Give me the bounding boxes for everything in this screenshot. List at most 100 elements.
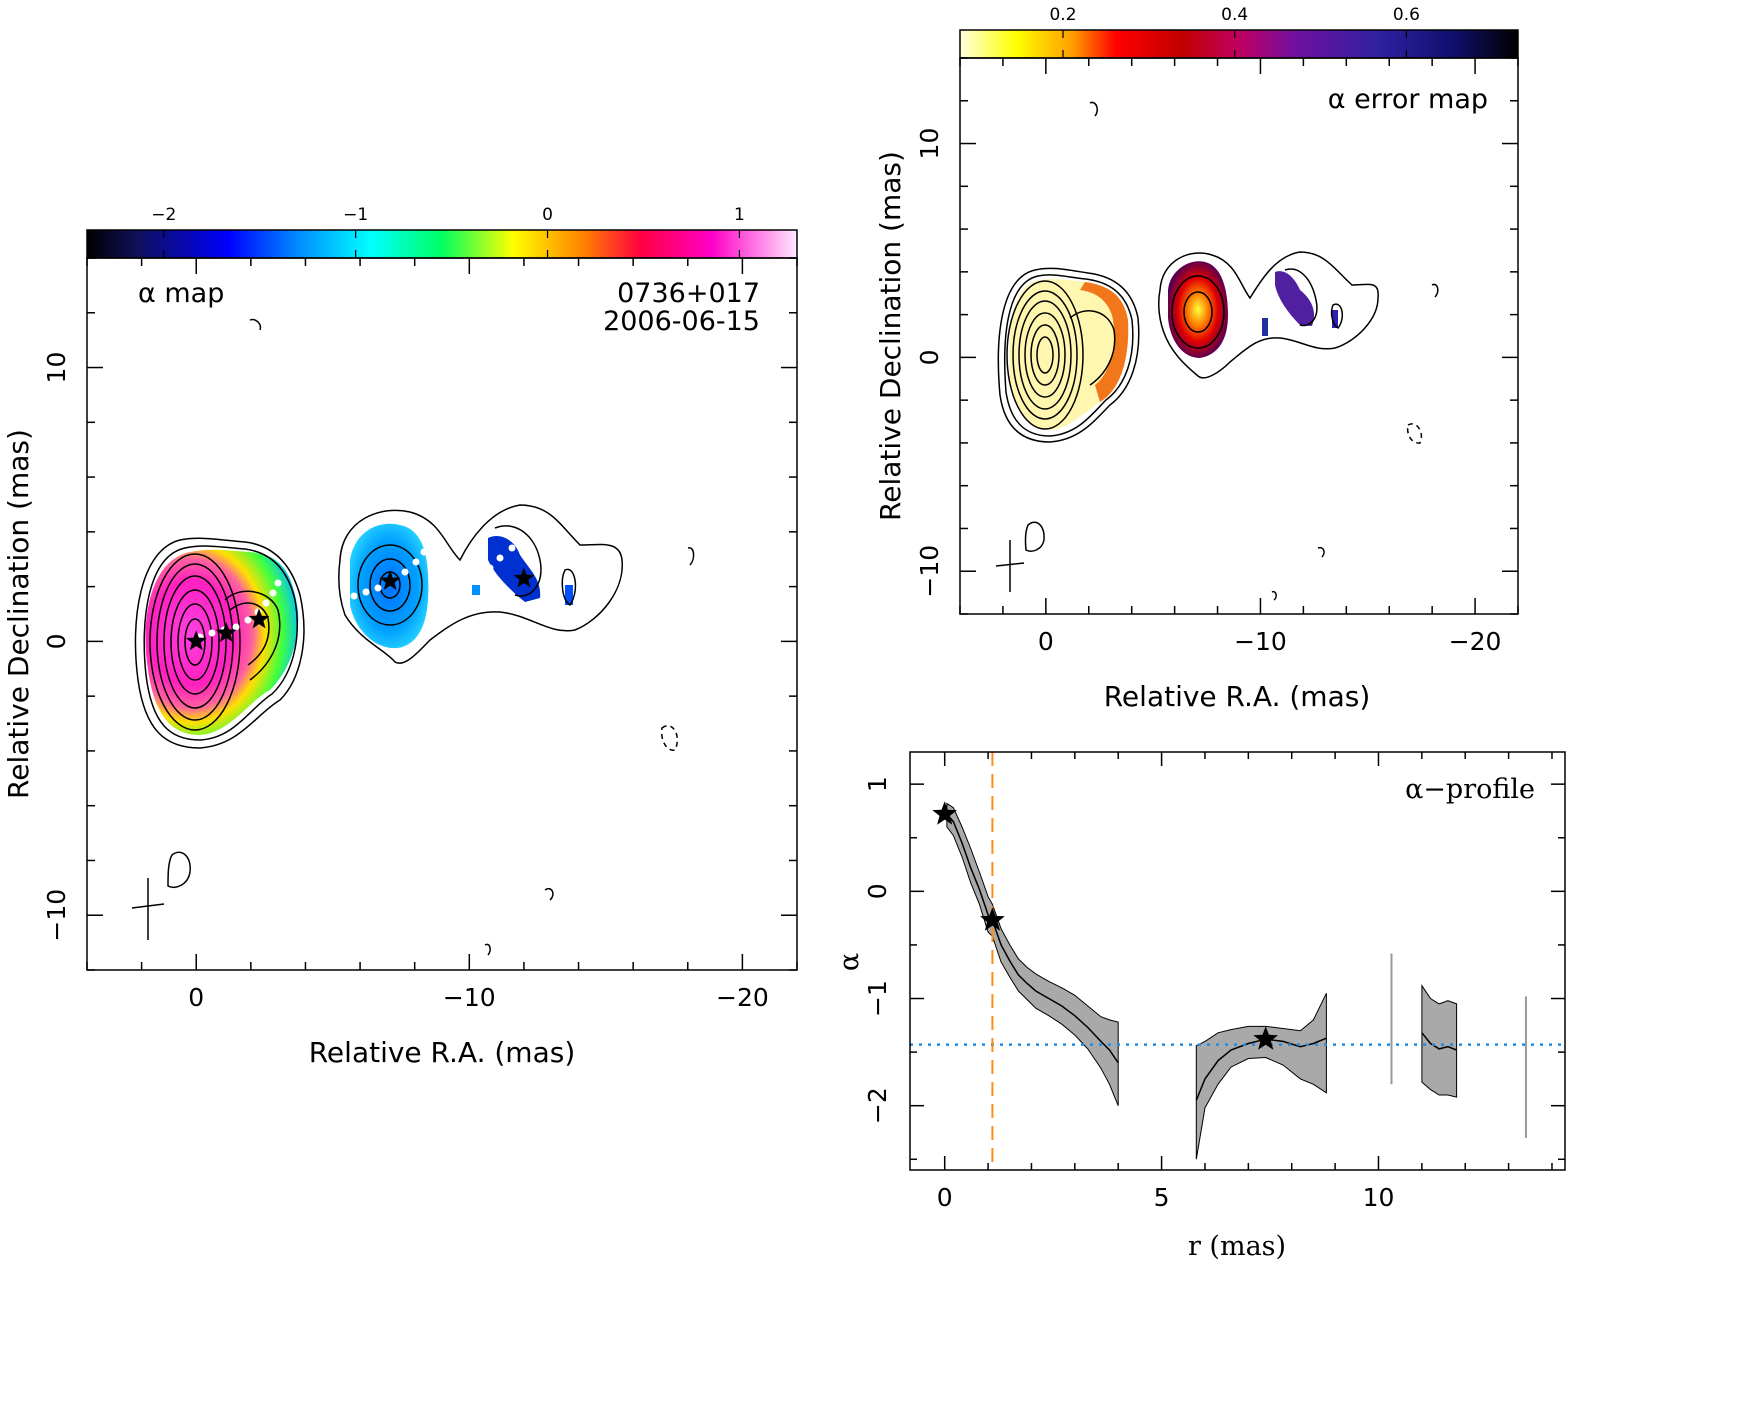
profile-line <box>946 813 1119 1064</box>
alpha-profile-xlabel: r (mas) <box>1188 1231 1286 1262</box>
core-contour <box>184 618 206 666</box>
alpha-error-axes: 0 −10 −20 −10 0 10 <box>915 57 1519 656</box>
error-knot-fill <box>1168 261 1228 358</box>
alpha-map-date: 2006-06-15 <box>603 306 760 337</box>
error-fragment-fill <box>1332 310 1338 328</box>
knot-contour <box>369 558 411 612</box>
core-contour <box>149 553 241 731</box>
y-tick-label: −1 <box>863 980 892 1017</box>
core-contour <box>1012 290 1078 420</box>
alpha-error-map-panel: 0.2 0.4 0.6 <box>874 5 1519 713</box>
core-contour <box>1006 280 1084 430</box>
x-tick-label: 0 <box>937 1183 953 1212</box>
y-tick-label: 0 <box>915 349 944 365</box>
y-tick-label: −2 <box>863 1087 892 1124</box>
alpha-profile-plot <box>910 752 1565 1170</box>
alpha-map-axes: 0 −10 −20 −10 0 10 <box>42 257 798 1012</box>
knot2-contour <box>494 525 542 597</box>
y-tick-label: 0 <box>42 633 71 649</box>
core-contour <box>1036 336 1054 374</box>
colorbar-tick-label: 0 <box>542 205 553 225</box>
error-band <box>1421 984 1458 1098</box>
alpha-profile-ylabel: α <box>834 953 865 971</box>
alpha-profile-frame <box>909 751 1566 1171</box>
alpha-fragment-fill <box>565 585 573 605</box>
colorbar-tick-label: 0.4 <box>1221 5 1248 25</box>
x-tick-label: 10 <box>1363 1183 1395 1212</box>
knot-outer-contour <box>338 504 623 664</box>
profile-star <box>932 801 958 825</box>
core-contour <box>163 575 227 709</box>
profile-star <box>1253 1026 1279 1050</box>
y-tick-label: 1 <box>863 776 892 792</box>
alpha-error-colorbar-ticks: 0.2 0.4 0.6 <box>1049 5 1420 58</box>
alpha-map-title: α map <box>138 278 224 309</box>
x-tick-label: 5 <box>1154 1183 1170 1212</box>
x-tick-label: 0 <box>188 983 204 1012</box>
jet-contour <box>224 590 281 681</box>
colorbar-tick-label: −1 <box>343 205 368 225</box>
error-band <box>1195 992 1327 1160</box>
alpha-core-fill <box>145 549 299 735</box>
y-tick-label: −10 <box>915 545 944 598</box>
alpha-error-beam-cross <box>995 540 1025 592</box>
alpha-error-title: α error map <box>1328 84 1488 115</box>
alpha-error-colorbar <box>959 29 1519 59</box>
alpha-map-beam-cross <box>131 878 165 940</box>
small-contour <box>561 568 577 607</box>
knot-contour <box>357 544 423 626</box>
alpha-map-source: 0736+017 <box>617 278 760 309</box>
noise-contour <box>1271 590 1277 601</box>
ridge-star <box>379 570 401 590</box>
alpha-outer-knot-fill <box>488 535 541 602</box>
noise-contour <box>660 725 679 751</box>
core-contour <box>170 589 220 695</box>
alpha-error-contours <box>997 101 1439 601</box>
colorbar-tick-label: −2 <box>151 205 176 225</box>
small-contour <box>1330 303 1344 329</box>
alpha-map-frame <box>86 257 798 971</box>
alpha-error-emission <box>1009 261 1338 430</box>
core-contour <box>156 563 234 721</box>
knot2-contour <box>1284 268 1318 327</box>
error-outer-knot-fill <box>1275 271 1315 326</box>
alpha-profile-panel: 0 5 10 −2 −1 0 1 α−profile r (mas) α <box>834 751 1566 1262</box>
profile-star <box>980 907 1005 931</box>
alpha-map-colorbar <box>86 229 798 259</box>
knot-contour <box>1183 291 1213 333</box>
alpha-map-colorbar-ticks: −2 −1 0 1 <box>151 205 745 258</box>
beam-contour <box>167 851 191 889</box>
alpha-profile-title: α−profile <box>1405 774 1535 805</box>
alpha-map-ylabel: Relative Declination (mas) <box>2 429 35 799</box>
knot-contour <box>1171 275 1225 349</box>
noise-contour <box>544 888 554 901</box>
alpha-error-ylabel: Relative Declination (mas) <box>874 151 907 521</box>
noise-contour <box>1431 283 1439 298</box>
alpha-fragment-fill <box>472 585 480 595</box>
core-contour <box>1018 300 1072 410</box>
noise-contour <box>484 943 491 956</box>
noise-contour <box>1406 423 1423 444</box>
x-tick-label: −20 <box>716 983 769 1012</box>
beam-contour <box>1024 521 1045 552</box>
ridge-star <box>248 608 270 629</box>
outer-contour <box>143 545 298 741</box>
noise-contour <box>1089 101 1098 117</box>
profile-line <box>1421 1032 1457 1051</box>
ridge-star <box>513 567 535 588</box>
error-core-edge <box>1080 282 1129 402</box>
y-tick-label: −10 <box>42 889 71 942</box>
x-tick-label: −20 <box>1449 627 1502 656</box>
alpha-map-contours <box>134 318 695 956</box>
ridge-star <box>185 630 207 651</box>
error-band <box>946 802 1119 1106</box>
alpha-map-xlabel: Relative R.A. (mas) <box>309 1036 576 1069</box>
alpha-map-emission <box>145 523 573 735</box>
colorbar-tick-label: 1 <box>734 205 745 225</box>
colorbar-tick-label: 0.6 <box>1393 5 1420 25</box>
error-fragment-fill <box>1262 318 1268 336</box>
jet-contour <box>1069 310 1116 386</box>
ridge-star <box>215 622 237 643</box>
alpha-error-xlabel: Relative R.A. (mas) <box>1104 680 1371 713</box>
